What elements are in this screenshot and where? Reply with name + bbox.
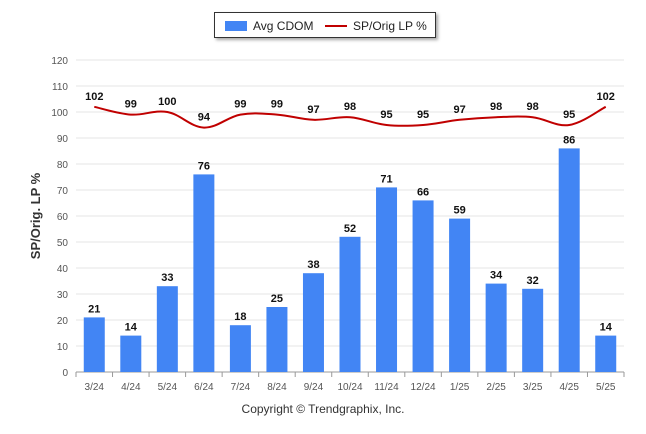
- legend-line-swatch: [325, 25, 347, 27]
- bar-data-label: 76: [198, 160, 210, 172]
- bar-data-label: 66: [417, 186, 429, 198]
- y-tick-label: 30: [57, 290, 69, 301]
- x-tick-label: 3/25: [523, 382, 543, 393]
- bar-data-label: 38: [307, 259, 319, 271]
- x-tick-label: 1/25: [450, 382, 470, 393]
- x-tick-label: 7/24: [231, 382, 251, 393]
- line-data-label: 97: [307, 104, 319, 116]
- x-tick-label: 5/24: [158, 382, 178, 393]
- x-tick-label: 3/24: [85, 382, 105, 393]
- line-data-label: 97: [453, 104, 465, 116]
- bar-data-label: 52: [344, 223, 356, 235]
- bar-data-label: 14: [125, 322, 138, 334]
- bar: [522, 288, 544, 372]
- bar-data-label: 18: [234, 311, 246, 323]
- y-tick-label: 20: [57, 316, 69, 327]
- line-data-labels: 102 99 100 94 99 99 97 98 95 95 97 98 98 95 102: [85, 91, 615, 124]
- bar: [376, 187, 398, 372]
- y-tick-label: 50: [57, 238, 69, 249]
- bar-data-label: 34: [490, 270, 503, 282]
- x-tick-label: 12/24: [411, 382, 436, 393]
- x-tick-label: 5/25: [596, 382, 616, 393]
- y-tick-label: 90: [57, 134, 69, 145]
- line-data-label: 102: [597, 91, 615, 103]
- y-tick-label: 120: [51, 56, 68, 67]
- y-tick-label: 60: [57, 212, 69, 223]
- bar-series: [83, 148, 617, 372]
- bar: [229, 325, 251, 372]
- legend-item-sp-orig[interactable]: SP/Orig LP %: [325, 19, 427, 33]
- x-tick-label: 6/24: [194, 382, 214, 393]
- line-data-label: 102: [85, 91, 103, 103]
- bar-data-label: 32: [527, 275, 539, 287]
- y-tick-label: 40: [57, 264, 69, 275]
- y-tick-label: 10: [57, 342, 69, 353]
- bar: [558, 148, 580, 372]
- y-tick-label: 100: [51, 108, 68, 119]
- line-data-label: 100: [158, 96, 176, 108]
- x-tick-label: 4/24: [121, 382, 141, 393]
- bar: [449, 218, 471, 372]
- y-tick-label: 0: [62, 368, 68, 379]
- bar: [193, 174, 215, 372]
- line-data-label: 98: [527, 101, 539, 113]
- line-data-label: 99: [234, 99, 246, 111]
- x-tick-label: 2/25: [486, 382, 506, 393]
- y-tick-label: 80: [57, 160, 69, 171]
- line-series: [94, 105, 607, 129]
- y-tick-label: 110: [52, 82, 68, 93]
- x-tick-label: 8/24: [267, 382, 287, 393]
- bar: [485, 283, 507, 372]
- y-tick-label: 70: [57, 186, 69, 197]
- bar-data-label: 59: [453, 205, 465, 217]
- line-data-label: 98: [490, 101, 502, 113]
- y-axis: 0 10 20 30 40 50 60 70 80 90 100 110 120: [51, 56, 68, 379]
- bar: [266, 307, 288, 372]
- legend-bar-swatch: [225, 21, 247, 31]
- legend-line-label: SP/Orig LP %: [353, 19, 427, 33]
- bar: [302, 273, 324, 372]
- legend-bar-label: Avg CDOM: [253, 19, 314, 33]
- line-path: [94, 105, 607, 129]
- x-tick-label: 9/24: [304, 382, 324, 393]
- x-tick-label: 10/24: [337, 382, 362, 393]
- bar-data-label: 14: [600, 322, 613, 334]
- x-tick-label: 11/24: [374, 382, 399, 393]
- bar-data-labels: 21 14 33 76 18 25 38 52 71 66 59 34 32 86 14: [88, 134, 613, 333]
- bar-data-label: 86: [563, 134, 575, 146]
- line-data-label: 98: [344, 101, 356, 113]
- copyright-footer: Copyright © Trendgraphix, Inc.: [241, 402, 405, 416]
- line-data-label: 95: [417, 109, 429, 121]
- y-axis-label: SP/Orig. LP %: [28, 172, 43, 259]
- bar: [83, 317, 105, 372]
- line-data-label: 99: [271, 99, 283, 111]
- bar: [120, 335, 142, 372]
- bar: [595, 335, 617, 372]
- line-data-label: 99: [125, 99, 137, 111]
- x-axis: 3/24 4/24 5/24 6/24 7/24 8/24 9/24 10/24 11/24 12…: [75, 372, 625, 393]
- bar-data-label: 21: [88, 303, 100, 315]
- bar: [156, 286, 178, 372]
- bar-data-label: 71: [380, 173, 392, 185]
- bar: [339, 236, 361, 372]
- legend: Avg CDOM SP/Orig LP %: [214, 12, 436, 38]
- bar-data-label: 33: [161, 272, 173, 284]
- line-data-label: 95: [380, 109, 392, 121]
- bar: [412, 200, 434, 372]
- line-data-label: 95: [563, 109, 575, 121]
- legend-item-avg-cdom[interactable]: Avg CDOM: [225, 19, 313, 33]
- line-data-label: 94: [198, 112, 211, 124]
- bar-data-label: 25: [271, 293, 283, 305]
- x-tick-label: 4/25: [559, 382, 579, 393]
